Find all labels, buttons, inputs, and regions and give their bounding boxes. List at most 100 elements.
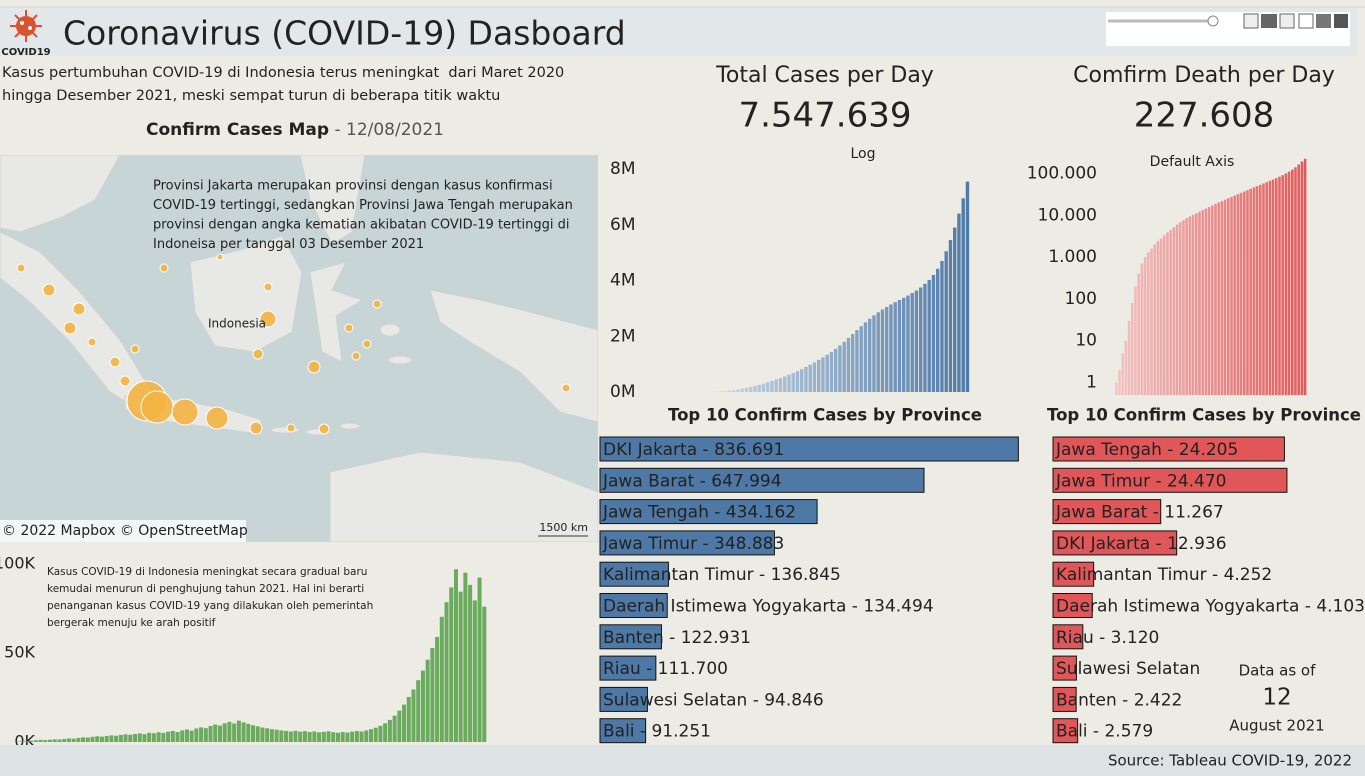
bar: [1223, 199, 1227, 395]
y-tick-label: 100K: [0, 553, 36, 572]
bar: [791, 373, 795, 392]
map-title-main: Confirm Cases Map: [146, 120, 329, 140]
bar: [965, 181, 970, 392]
bar: [1303, 158, 1307, 395]
bar: [1118, 369, 1121, 395]
bar: [66, 738, 71, 742]
bar: [876, 312, 880, 392]
bar: [885, 306, 889, 392]
bar-label: Sulawesi Selatan: [1056, 659, 1200, 679]
intro-text: Kasus pertumbuhan COVID-19 di Indonesia …: [2, 65, 564, 81]
toolbar[interactable]: [1106, 12, 1350, 46]
bar: [208, 725, 213, 742]
map-annotation-line: COVID-19 tertinggi, sedangkan Provinsi J…: [153, 198, 573, 213]
slider-handle[interactable]: [1207, 15, 1219, 27]
bar: [1147, 252, 1150, 395]
bar: [76, 737, 81, 742]
bar: [383, 723, 388, 742]
bar: [345, 732, 350, 742]
bar: [834, 348, 838, 392]
bar: [29, 740, 34, 742]
bar-label: DKI Jakarta - 12.936: [1056, 534, 1227, 554]
y-tick-label: 1.000: [1048, 247, 1097, 267]
bar: [1124, 340, 1128, 395]
footer-bar: [0, 745, 1365, 776]
bar: [62, 738, 67, 742]
bar: [1195, 213, 1198, 395]
y-tick-label: 4M: [610, 271, 635, 291]
bar: [1169, 229, 1172, 395]
bar: [719, 391, 723, 392]
view-button[interactable]: [1316, 14, 1331, 28]
bar: [166, 731, 171, 742]
bar: [298, 731, 303, 742]
chart-title: Total Cases per Day: [715, 63, 934, 88]
bar: [727, 390, 732, 392]
bar: [444, 602, 449, 742]
bar: [723, 391, 727, 392]
bar: [1259, 184, 1262, 395]
bar: [104, 735, 109, 742]
bar: [906, 295, 910, 392]
chart-subtitle: Default Axis: [1150, 154, 1235, 170]
bar: [957, 213, 961, 392]
prev-button[interactable]: [1243, 13, 1259, 29]
y-tick-label: 50K: [4, 642, 35, 661]
bar: [71, 738, 76, 742]
bar: [1134, 286, 1137, 395]
map-title: Confirm Cases Map - 12/08/2021: [146, 120, 444, 140]
bar: [449, 587, 454, 742]
data-as-of-day: 12: [1262, 685, 1291, 711]
bar: [599, 436, 1019, 462]
y-tick-label: 100.000: [1027, 164, 1097, 184]
bar-label: Jawa Tengah - 434.162: [602, 503, 796, 523]
bar: [435, 636, 440, 742]
bar: [350, 731, 355, 742]
bar: [599, 655, 657, 681]
bar-label: Jawa Barat - 647.994: [602, 471, 782, 491]
bar: [184, 729, 189, 742]
y-tick-label: 10: [1075, 331, 1097, 351]
bar: [923, 283, 927, 392]
bar: [1230, 196, 1233, 395]
bar: [114, 735, 119, 742]
bar: [1052, 593, 1093, 618]
bar: [118, 734, 123, 742]
bar: [463, 572, 468, 742]
bar: [81, 737, 86, 742]
view-button[interactable]: [1298, 13, 1314, 29]
intro-text: hingga Desember 2021, meski sempat turun…: [2, 88, 500, 104]
bar: [199, 727, 204, 742]
bar: [453, 569, 458, 742]
bar: [52, 739, 57, 742]
bar: [1198, 211, 1201, 395]
bar: [740, 388, 744, 392]
bar: [302, 731, 307, 742]
map-annotation-line: provinsi dengan angka kematian akibatan …: [153, 218, 569, 233]
bar: [599, 593, 668, 618]
bar: [458, 591, 463, 742]
view-button[interactable]: [1334, 14, 1348, 28]
bar: [1265, 182, 1268, 395]
y-tick-label: 1: [1086, 372, 1097, 392]
bar: [1121, 353, 1124, 395]
chart-title: Comfirm Death per Day: [1073, 63, 1335, 88]
bar: [321, 731, 326, 742]
bar: [855, 330, 859, 392]
bar: [838, 345, 842, 392]
bar: [246, 723, 251, 742]
bar: [795, 371, 800, 392]
map-scale-label: 1500 km: [539, 521, 588, 534]
bar: [1153, 244, 1156, 395]
bar: [1246, 190, 1249, 395]
bar: [1220, 201, 1224, 395]
next-button[interactable]: [1279, 13, 1295, 29]
bar: [927, 279, 931, 392]
bar: [307, 732, 312, 742]
bar: [599, 718, 647, 744]
bar: [90, 736, 95, 742]
bar: [147, 732, 152, 742]
bar: [194, 728, 199, 742]
bar: [1052, 499, 1162, 525]
pause-button[interactable]: [1261, 14, 1277, 28]
